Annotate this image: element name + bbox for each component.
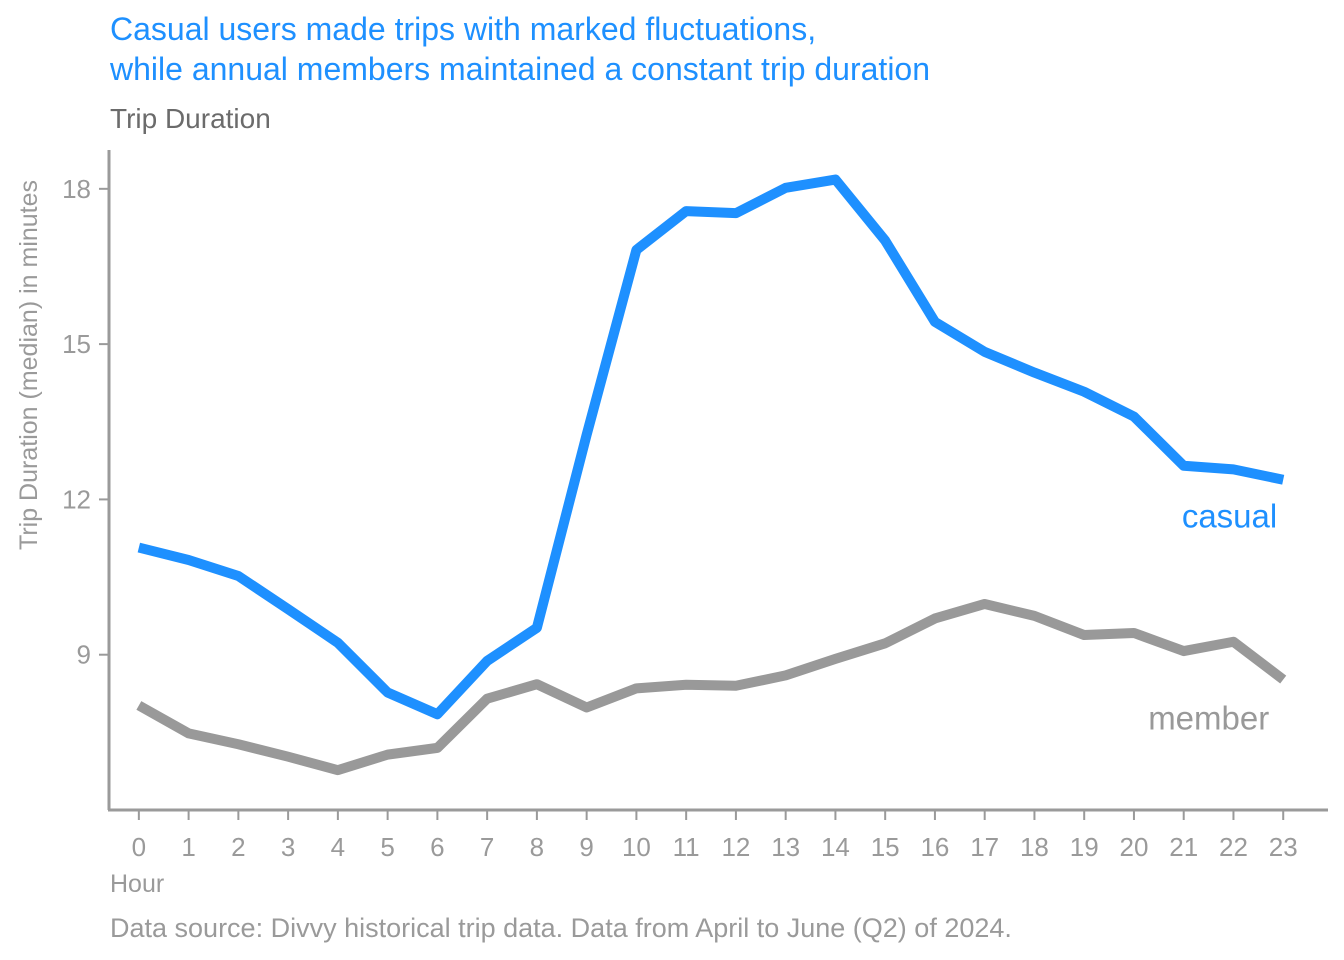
x-tick-label: 21 (1169, 832, 1198, 862)
x-tick-label: 23 (1269, 832, 1298, 862)
y-tick-label: 12 (62, 484, 91, 514)
x-tick-label: 0 (132, 832, 146, 862)
x-tick-label: 9 (579, 832, 593, 862)
x-tick-label: 1 (181, 832, 195, 862)
x-tick-label: 3 (281, 832, 295, 862)
chart-subtitle: Trip Duration (110, 103, 271, 134)
x-axis-title: Hour (110, 870, 164, 898)
x-tick-label: 19 (1070, 832, 1099, 862)
x-tick-label: 22 (1219, 832, 1248, 862)
y-tick-label: 18 (62, 174, 91, 204)
x-tick-label: 14 (821, 832, 850, 862)
x-tick-label: 8 (530, 832, 544, 862)
series-label-member: member (1148, 700, 1269, 737)
x-tick-label: 10 (622, 832, 651, 862)
x-tick-label: 13 (771, 832, 800, 862)
y-axis-title: Trip Duration (median) in minutes (15, 180, 43, 550)
x-tick-label: 18 (1020, 832, 1049, 862)
x-tick-label: 2 (231, 832, 245, 862)
series-line-casual (137, 174, 1285, 720)
chart-title-line-1: Casual users made trips with marked fluc… (110, 11, 816, 47)
y-tick-label: 15 (62, 329, 91, 359)
x-tick-label: 20 (1119, 832, 1148, 862)
x-axis-ticks: 0 1 2 3 4 5 6 7 8 9 10 11 12 13 14 15 16 17 18 19 20 21 22 23 (132, 810, 1298, 862)
series-label-casual: casual (1182, 498, 1277, 535)
x-tick-label: 17 (970, 832, 999, 862)
y-axis-ticks: 9 12 15 18 (62, 174, 109, 670)
x-tick-label: 4 (331, 832, 345, 862)
chart-title-line-2: while annual members maintained a consta… (109, 51, 930, 87)
y-tick-label: 9 (77, 640, 91, 670)
x-tick-label: 11 (673, 832, 700, 862)
x-tick-label: 5 (380, 832, 394, 862)
x-tick-label: 6 (430, 832, 444, 862)
x-tick-label: 16 (920, 832, 949, 862)
series-line-member (136, 598, 1287, 776)
x-tick-label: 7 (480, 832, 494, 862)
x-tick-label: 15 (871, 832, 900, 862)
data-source-caption: Data source: Divvy historical trip data.… (110, 913, 1012, 943)
x-tick-label: 12 (721, 832, 750, 862)
plot-area: casual member (136, 174, 1287, 776)
